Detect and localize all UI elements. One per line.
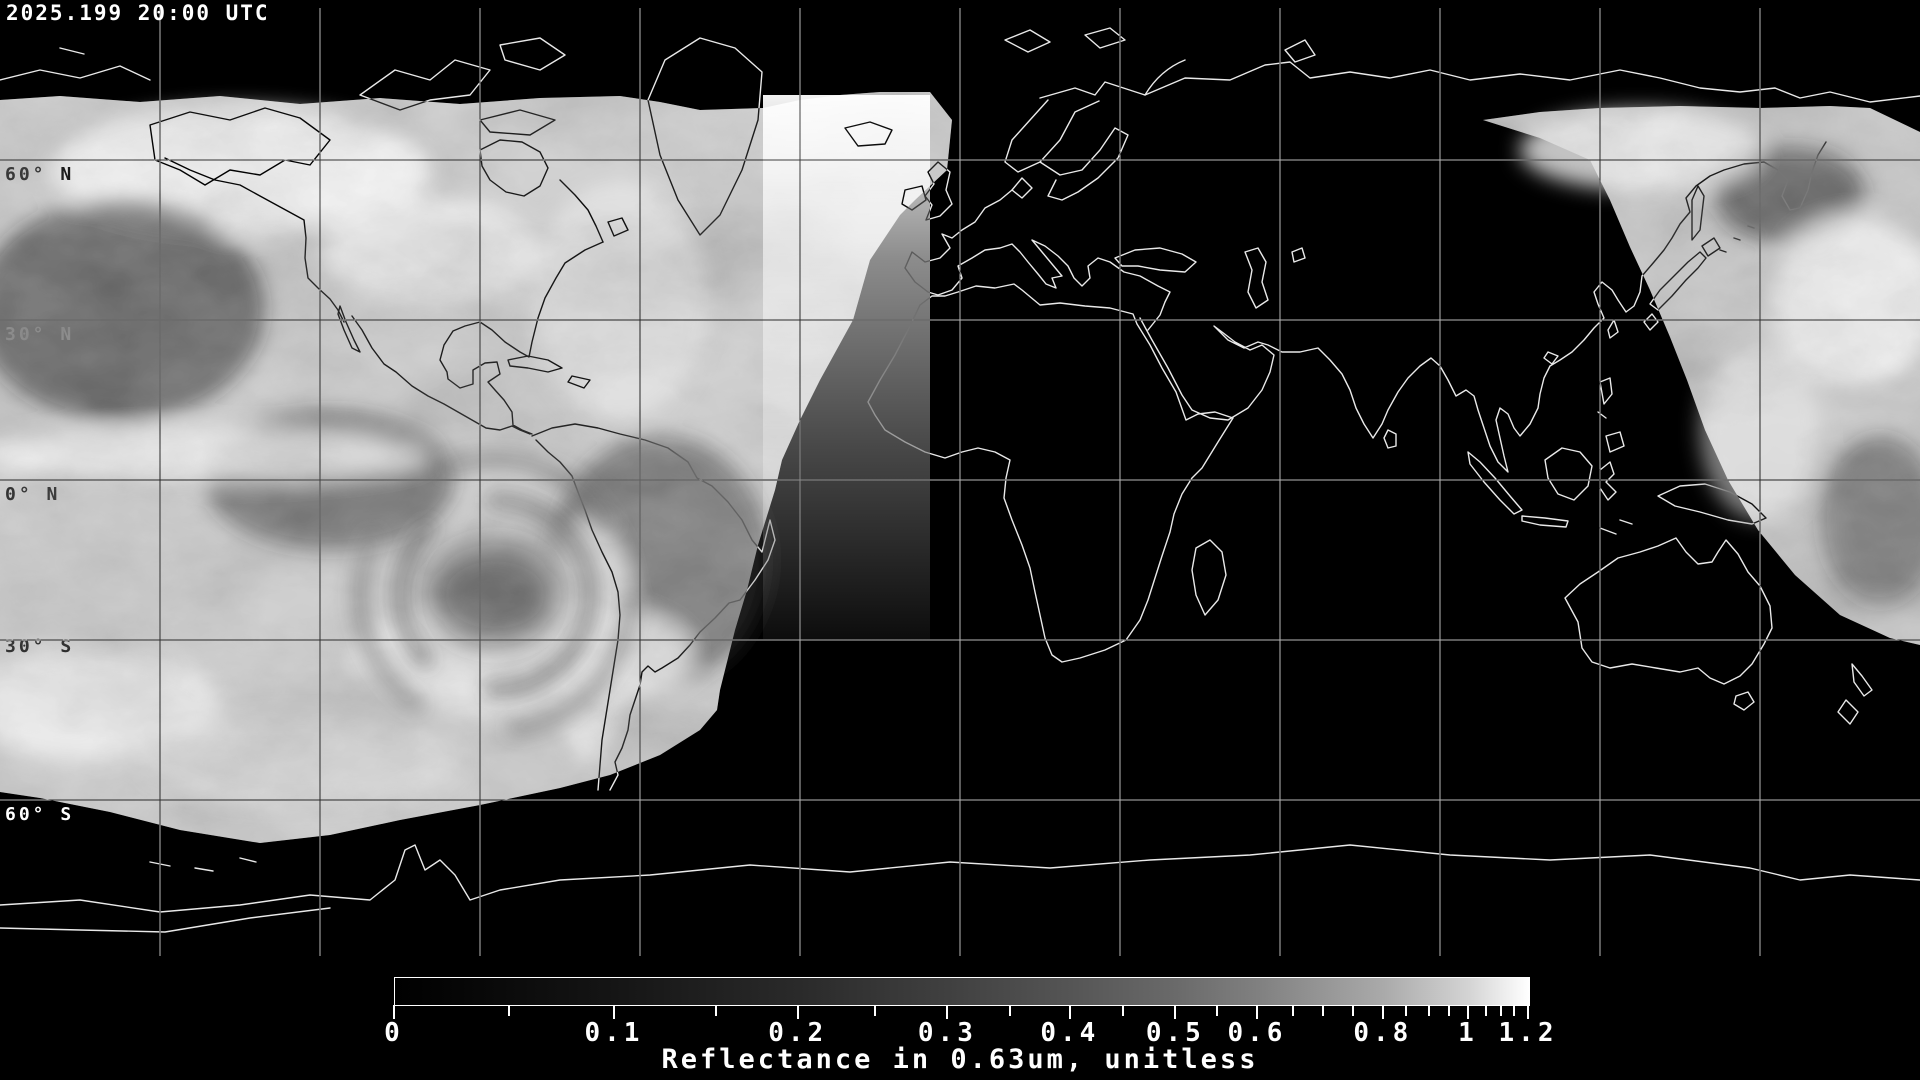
colorbar-major-tick (1527, 1005, 1529, 1019)
colorbar-major-tick (393, 1005, 395, 1019)
coastline-scandinavia (1004, 99, 1129, 201)
colorbar-major-tick (1466, 1005, 1469, 1019)
world-map-image (0, 8, 1920, 956)
colorbar-minor-tick (1321, 1005, 1324, 1016)
colorbar-major-tick (946, 1005, 949, 1019)
coastline-baja (337, 305, 361, 353)
colorbar-major-tick (1174, 1005, 1177, 1019)
timestamp-label: 2025.199 20:00 UTC (6, 1, 270, 25)
colorbar-tick-label: 1 (1458, 1018, 1478, 1048)
colorbar-minor-tick (1404, 1005, 1407, 1016)
colorbar-tick-label: 0.8 (1353, 1018, 1413, 1048)
coastline-europe-mediterranean (904, 189, 1171, 331)
colorbar-major-tick (1068, 1005, 1071, 1019)
coastline-australia (1564, 537, 1773, 711)
coastline-madagascar (1191, 539, 1227, 616)
coastline-caspian (1244, 247, 1306, 309)
coastlines (0, 27, 1920, 933)
colorbar-minor-tick (1216, 1005, 1219, 1016)
coastline-us-east-gulf (439, 241, 604, 435)
coastline-indonesia (1467, 377, 1767, 535)
coastline-alaska (149, 107, 331, 186)
colorbar-major-tick (612, 1005, 615, 1019)
colorbar-caption: Reflectance in 0.63um, unitless (661, 1044, 1259, 1075)
colorbar-minor-tick (1513, 1005, 1516, 1016)
latitude-label: 60° S (5, 804, 75, 825)
colorbar-minor-tick (1428, 1005, 1431, 1016)
coastline-east-asia-islands (1543, 185, 1755, 365)
colorbar-minor-tick (1485, 1005, 1488, 1016)
coastline-srilanka (1383, 429, 1397, 449)
colorbar-minor-tick (1292, 1005, 1295, 1016)
latitude-label: 60° N (5, 164, 75, 185)
colorbar-major-tick (1255, 1005, 1258, 1019)
coastline-hudson-bay (479, 139, 629, 243)
latitude-label: 30° S (5, 636, 75, 657)
coastline-mexico-west (351, 315, 531, 435)
coastline-greenland (647, 37, 763, 236)
colorbar-major-tick (1381, 1005, 1384, 1019)
colorbar-tick-label: 0.6 (1227, 1018, 1287, 1048)
colorbar-minor-tick (1008, 1005, 1011, 1016)
colorbar-minor-tick (715, 1005, 718, 1016)
colorbar-tick-label: 0.2 (768, 1018, 828, 1048)
colorbar-minor-tick (1447, 1005, 1450, 1016)
colorbar-tick-label: 0 (384, 1018, 404, 1048)
colorbar-minor-tick (1122, 1005, 1125, 1016)
coastline-ireland (901, 185, 927, 211)
coastline-canadian-arctic (359, 37, 566, 136)
colorbar-gradient-bar (394, 977, 1530, 1006)
colorbar-minor-tick (1352, 1005, 1355, 1016)
coastline-arabia-india (1139, 141, 1827, 473)
coastline-south-america (531, 423, 776, 791)
colorbar-tick-label: 0.4 (1040, 1018, 1100, 1048)
coastline-africa (867, 283, 1234, 663)
colorbar-tick-label: 0.3 (917, 1018, 977, 1048)
coastline-black-sea (1114, 247, 1197, 273)
colorbar-tick-label: 0.5 (1145, 1018, 1205, 1048)
colorbar-major-tick (796, 1005, 799, 1019)
colorbar-tick-label: 0.1 (584, 1018, 644, 1048)
latitude-label: 30° N (5, 324, 75, 345)
colorbar-minor-tick (507, 1005, 510, 1016)
bright-swath-strip (763, 95, 930, 640)
colorbar: 0 0.1 0.2 0.3 0.4 0.5 0.6 0.8 1 1.2 Reflectance i… (0, 960, 1920, 1080)
coastline-antarctica (0, 844, 1920, 933)
coastline-caribbean (507, 355, 591, 389)
colorbar-minor-tick (873, 1005, 876, 1016)
coastline-arctic-islands (0, 27, 1316, 96)
colorbar-tick-label: 1.2 (1498, 1018, 1558, 1048)
coastline-uk (924, 161, 953, 221)
colorbar-minor-tick (1499, 1005, 1502, 1016)
coastline-north-america-west (164, 157, 345, 323)
coastline-iceland (844, 121, 893, 147)
coastline-new-zealand (1837, 663, 1873, 725)
latitude-label: 0° N (5, 484, 61, 505)
